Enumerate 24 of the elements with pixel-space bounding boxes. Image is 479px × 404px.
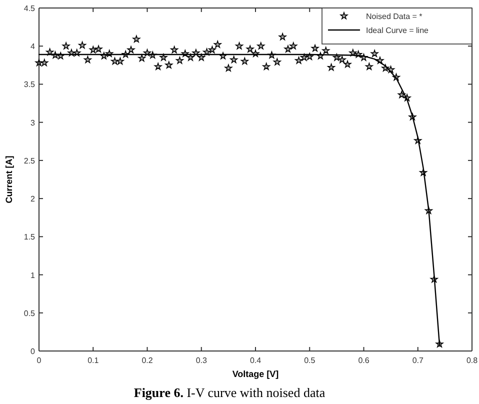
legend-label: Noised Data = * (366, 12, 422, 21)
legend-label: Ideal Curve = line (366, 26, 430, 35)
x-tick-label: 0.8 (466, 356, 478, 365)
x-tick-label: 0 (36, 356, 42, 365)
y-axis-title: Current [A] (4, 156, 14, 204)
y-tick-label: 3 (30, 118, 36, 128)
y-tick-label: 1.5 (24, 232, 36, 242)
caption: Figure 6. I-V curve with noised data (134, 385, 326, 400)
x-tick-label: 0.3 (196, 356, 208, 365)
y-tick-label: 0 (30, 347, 36, 356)
x-tick-label: 0.5 (304, 356, 316, 365)
x-axis-title: Voltage [V] (232, 369, 279, 379)
y-tick-label: 1 (30, 270, 36, 280)
y-tick-label: 2.5 (24, 156, 36, 166)
x-tick-label: 0.7 (412, 356, 424, 365)
x-tick-label: 0.2 (142, 356, 154, 365)
x-tick-label: 0.6 (358, 356, 370, 365)
y-tick-label: 3.5 (24, 80, 36, 90)
x-tick-label: 0.1 (88, 356, 100, 365)
y-tick-label: 2 (30, 194, 36, 204)
y-tick-label: 4.5 (24, 4, 36, 13)
x-tick-label: 0.4 (250, 356, 262, 365)
y-tick-label: 0.5 (24, 308, 36, 318)
y-tick-label: 4 (30, 42, 36, 52)
